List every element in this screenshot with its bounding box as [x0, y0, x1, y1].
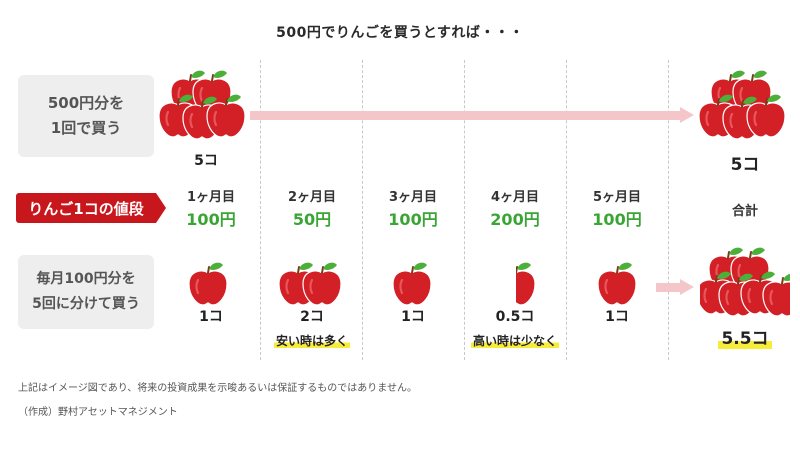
price-row-label: りんご1コの値段 — [16, 193, 156, 223]
note-cheap-wrap: 安い時は多く — [262, 330, 362, 349]
half-apple-icon — [516, 261, 537, 307]
month-apples — [494, 258, 538, 308]
arrow-bar — [656, 283, 680, 292]
note-expensive: 高い時は少なく — [470, 334, 559, 348]
month-apples — [595, 258, 639, 308]
apple-icon — [391, 261, 433, 307]
lump-sum-label-line2: 1回で買う — [50, 119, 122, 137]
apple-cluster-5-5-icon — [700, 246, 790, 318]
month-label: 2ヶ月目 — [287, 190, 337, 205]
month-price: 100円 — [592, 210, 642, 229]
column-divider — [464, 60, 465, 360]
installment-total-apples — [700, 245, 790, 323]
month-label: 4ヶ月目 — [490, 190, 540, 205]
month-label: 3ヶ月目 — [388, 190, 438, 205]
arrow-bar — [250, 111, 680, 120]
month-price: 100円 — [388, 210, 438, 229]
month-count: 1コ — [605, 309, 629, 325]
column-divider — [260, 60, 261, 360]
installment-total-count: 5.5コ — [718, 329, 772, 349]
arrow-right-icon — [680, 279, 694, 295]
apple-icon — [187, 261, 229, 307]
note-cheap: 安い時は多く — [273, 334, 350, 348]
installment-label-line1: 毎月100円分を — [36, 271, 136, 287]
column-divider — [566, 60, 567, 360]
total-label: 合計 — [731, 204, 758, 219]
note-expensive-wrap: 高い時は少なく — [455, 330, 575, 349]
month-price: 100円 — [186, 210, 236, 229]
apple-cluster-5-icon — [157, 69, 247, 141]
month-label: 1ヶ月目 — [186, 190, 236, 205]
lump-sum-label-line1: 500円分を — [47, 94, 125, 112]
price-tag-arrow-icon — [156, 193, 166, 223]
installment-label-line2: 5回に分けて買う — [32, 296, 140, 312]
month-count: 2コ — [300, 309, 324, 325]
month-price: 50円 — [292, 210, 332, 229]
apple-cluster-5-icon — [697, 69, 787, 141]
apple-pair-icon — [277, 261, 343, 307]
installment-label-box: 毎月100円分を 5回に分けて買う — [18, 255, 154, 329]
arrow-right-icon — [680, 107, 694, 123]
page-title: 500円でりんごを買うとすれば・・・ — [276, 25, 524, 41]
lump-sum-apples — [157, 68, 250, 146]
lump-sum-label-box: 500円分を 1回で買う — [18, 75, 154, 157]
column-divider — [362, 60, 363, 360]
disclaimer: 上記はイメージ図であり、将来の投資成果を示唆あるいは保証するものではありません。 — [18, 383, 417, 394]
month-apples — [276, 254, 346, 308]
month-label: 5ヶ月目 — [592, 190, 642, 205]
source-note: （作成）野村アセットマネジメント — [18, 407, 178, 418]
lump-sum-total-apples — [697, 68, 790, 146]
month-price: 200円 — [490, 210, 540, 229]
month-count: 1コ — [401, 309, 425, 325]
installment-total-wrap: 5.5コ — [700, 324, 790, 349]
month-apples — [186, 258, 230, 308]
column-divider — [668, 60, 669, 360]
apple-icon — [596, 261, 638, 307]
month-apples — [390, 258, 434, 308]
lump-sum-count: 5コ — [194, 153, 218, 169]
lump-sum-total-count: 5コ — [730, 155, 760, 175]
month-count: 1コ — [199, 309, 223, 325]
month-count: 0.5コ — [495, 309, 535, 325]
